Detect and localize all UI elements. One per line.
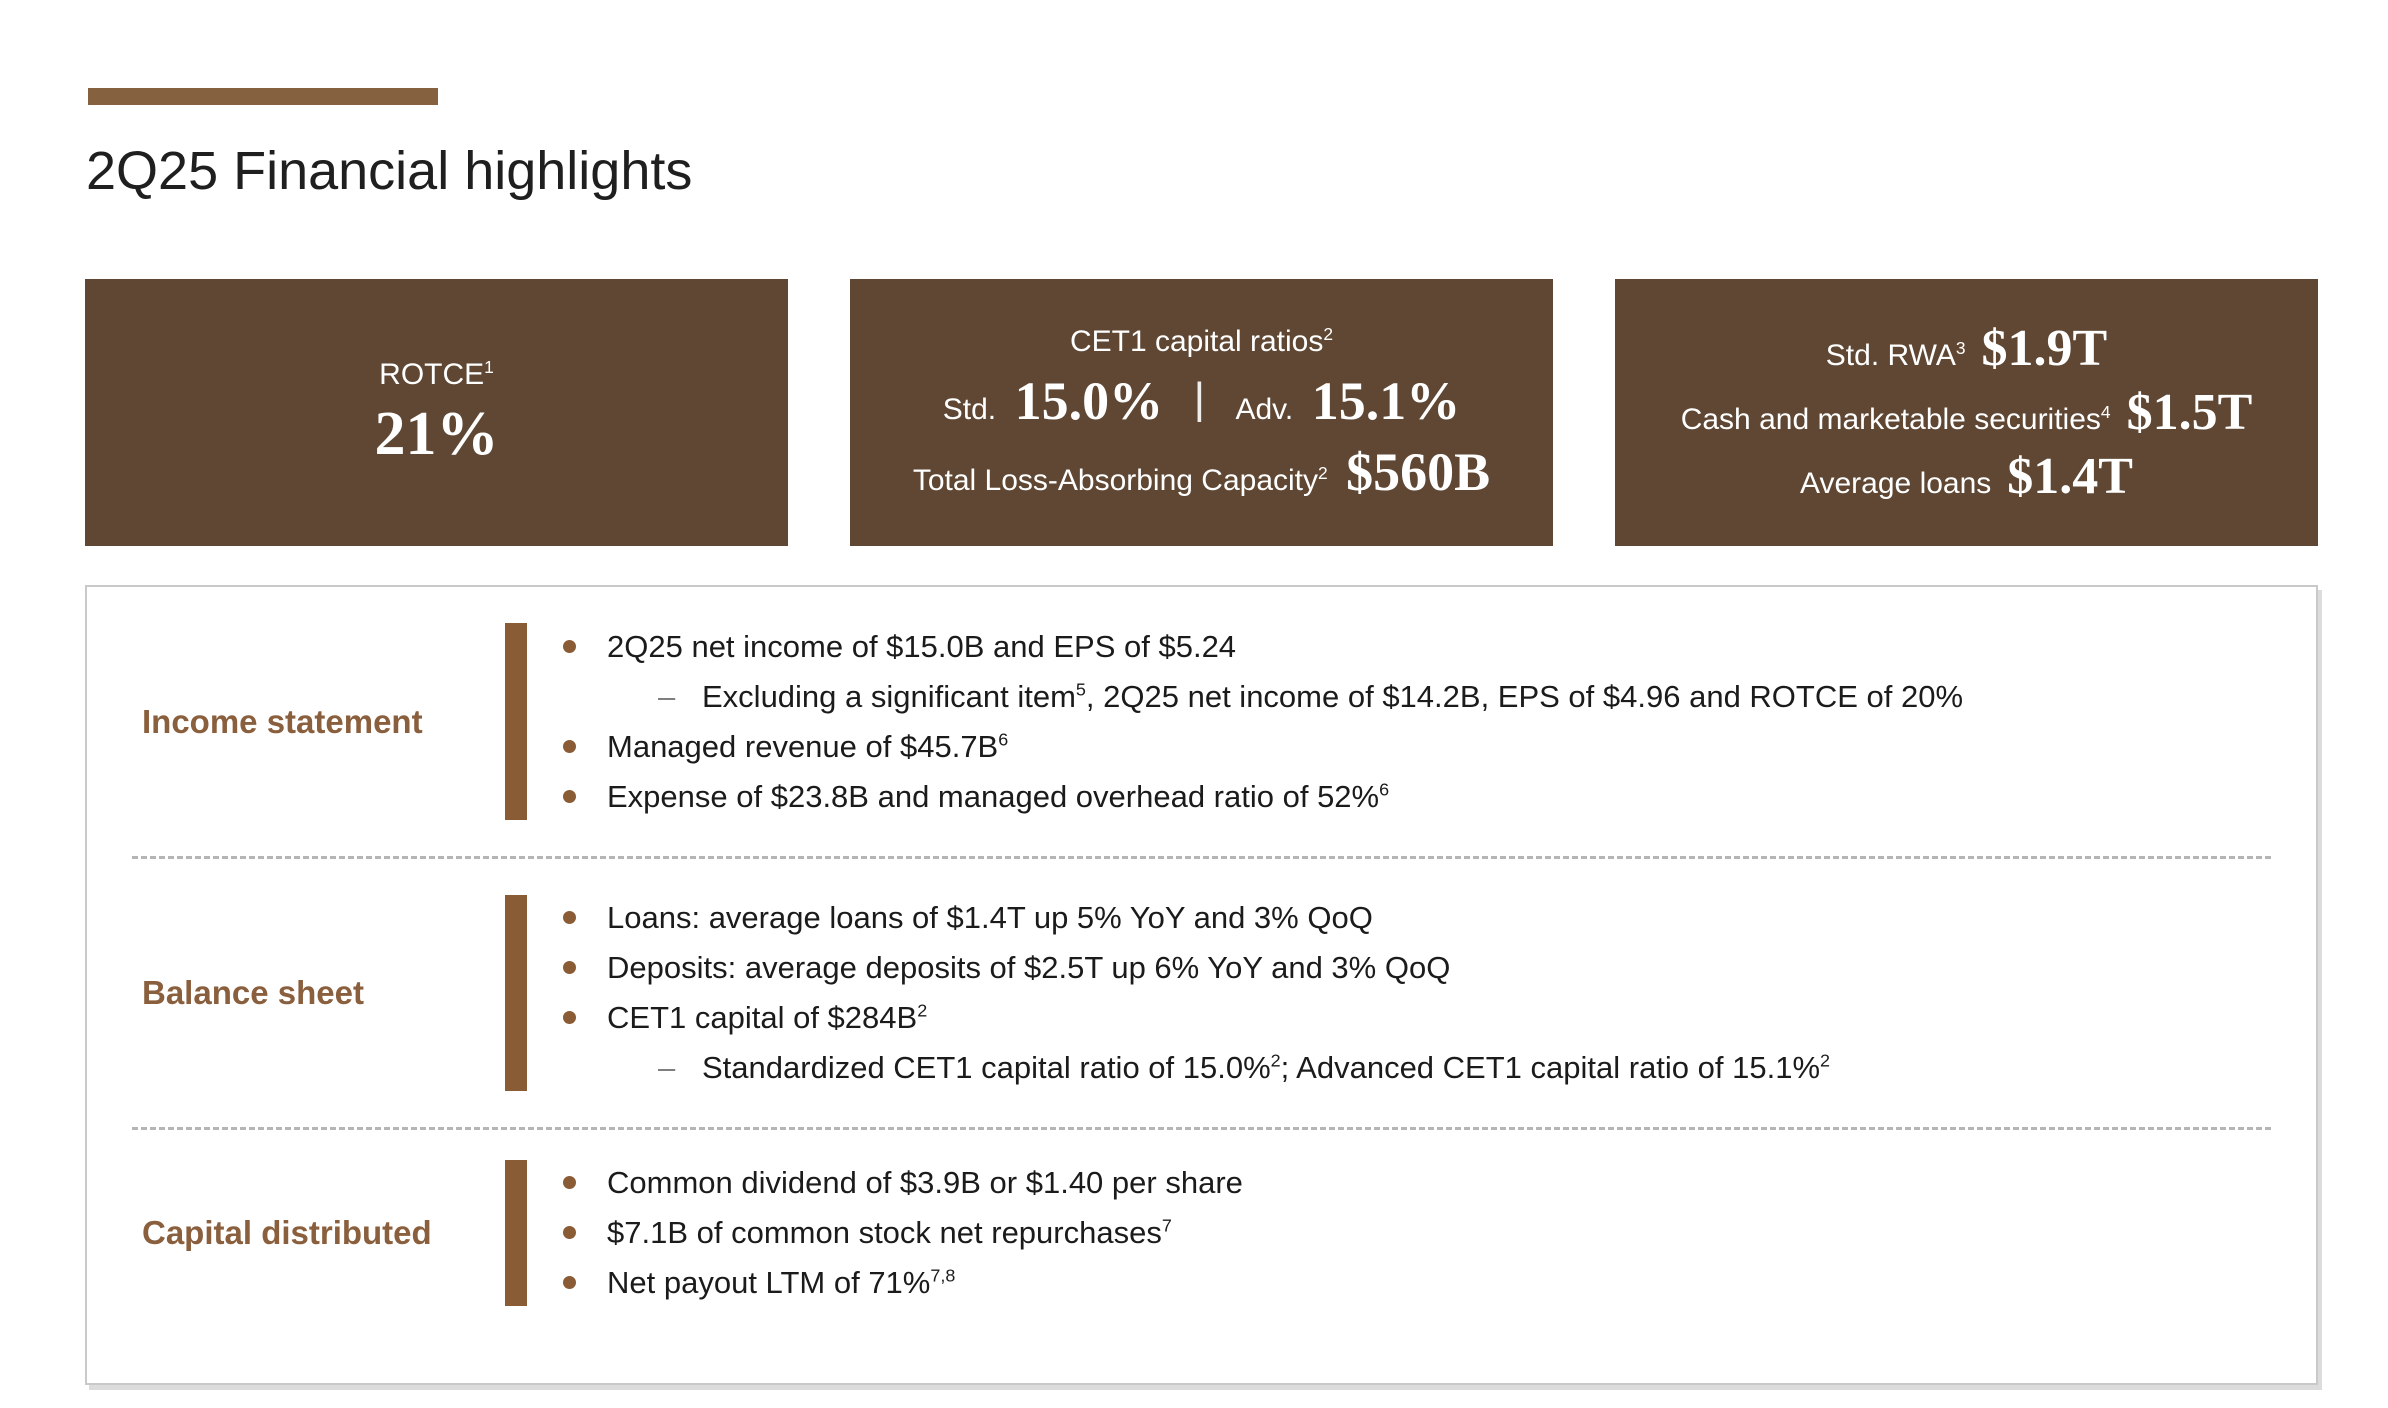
- bullet-text: Standardized CET1 capital ratio of 15.0%…: [702, 1050, 1831, 1086]
- bullet-item: Common dividend of $3.9B or $1.40 per sh…: [563, 1158, 2271, 1208]
- page-title: 2Q25 Financial highlights: [86, 141, 693, 201]
- bullet-item: Expense of $23.8B and managed overhead r…: [563, 772, 2271, 822]
- stat-value: $1.9T: [1981, 320, 2108, 378]
- section-heading-balance-sheet: Balance sheet: [142, 973, 364, 1011]
- dashed-divider: [132, 855, 2271, 859]
- tlac-label: Total Loss-Absorbing Capacity2: [912, 462, 1328, 497]
- stat-label: Cash and marketable securities4: [1680, 402, 2111, 437]
- section-accent-bar: [505, 623, 527, 820]
- stat-box-balance-metrics: Std. RWA3 $1.9T Cash and marketable securi…: [1615, 279, 2318, 547]
- bullet-list-balance-sheet: Loans: average loans of $1.4T up 5% YoY …: [527, 893, 2271, 1093]
- cet1-adv-label: Adv.: [1235, 393, 1294, 427]
- bullet-dot-icon: [563, 777, 607, 816]
- cet1-adv-value: 15.1%: [1311, 371, 1461, 432]
- rotce-value: 21%: [374, 400, 499, 469]
- bullet-item: CET1 capital of $284B2: [563, 993, 2271, 1043]
- bullet-dot-icon: [563, 740, 576, 754]
- section-heading-capital-distributed: Capital distributed: [142, 1213, 432, 1251]
- stat-line: Cash and marketable securities4 $1.5T: [1681, 383, 2253, 443]
- bullet-dot-icon: [563, 961, 576, 975]
- section-heading-income-statement: Income statement: [142, 702, 423, 740]
- bullet-text: 2Q25 net income of $15.0B and EPS of $5.…: [607, 628, 1237, 664]
- bullet-item: Managed revenue of $45.7B6: [563, 722, 2271, 772]
- vertical-separator: |: [1193, 374, 1205, 424]
- bullet-dot-icon: [563, 898, 607, 937]
- bullet-dot-icon: [563, 727, 607, 766]
- cet1-title: CET1 capital ratios2: [1069, 324, 1334, 359]
- dash-icon: –: [658, 679, 676, 714]
- bullet-dot-icon: [563, 1176, 576, 1190]
- dashed-divider: [132, 1126, 2271, 1130]
- bullet-item: Deposits: average deposits of $2.5T up 6…: [563, 943, 2271, 993]
- bullet-dot-icon: [563, 948, 607, 987]
- bullet-dot-icon: [563, 1226, 576, 1240]
- bullet-dot-icon: [563, 911, 576, 925]
- bullet-list-capital-distributed: Common dividend of $3.9B or $1.40 per sh…: [527, 1158, 2271, 1308]
- cet1-std-label: Std.: [942, 393, 997, 427]
- bullet-text: Deposits: average deposits of $2.5T up 6…: [607, 950, 1451, 986]
- tlac-value: $560B: [1346, 441, 1491, 502]
- highlights-panel: Income statement 2Q25 net income of $15.…: [85, 585, 2318, 1386]
- bullet-text: Loans: average loans of $1.4T up 5% YoY …: [607, 900, 1373, 936]
- bullet-item: $7.1B of common stock net repurchases7: [563, 1208, 2271, 1258]
- bullet-text: Excluding a significant item5, 2Q25 net …: [702, 679, 1964, 715]
- bullet-dot-icon: [563, 1263, 607, 1302]
- bullet-text: Net payout LTM of 71%7,8: [607, 1265, 956, 1301]
- stat-value: $1.4T: [2007, 447, 2133, 505]
- bullet-text: CET1 capital of $284B2: [607, 1000, 928, 1036]
- section-accent-bar: [505, 894, 527, 1091]
- stat-value: $1.5T: [2126, 384, 2253, 442]
- stat-line: Std. RWA3 $1.9T: [1826, 319, 2107, 379]
- dash-icon: –: [658, 1050, 676, 1086]
- bullet-item: Loans: average loans of $1.4T up 5% YoY …: [563, 893, 2271, 943]
- bullet-text: Managed revenue of $45.7B6: [607, 729, 1009, 765]
- stat-box-rotce: ROTCE1 21%: [85, 279, 788, 547]
- bullet-text: Common dividend of $3.9B or $1.40 per sh…: [607, 1165, 1243, 1201]
- bullet-dot-icon: [563, 998, 607, 1037]
- bullet-dot-icon: [563, 1011, 576, 1025]
- bullet-dot-icon: [563, 1276, 576, 1290]
- bullet-dot-icon: [563, 790, 576, 804]
- bullet-text: Expense of $23.8B and managed overhead r…: [607, 779, 1390, 815]
- rotce-label: ROTCE1: [379, 357, 494, 392]
- stat-label: Average loans: [1800, 466, 1992, 500]
- cet1-ratios-line: Std. 15.0% | Adv. 15.1%: [943, 373, 1460, 430]
- title-accent-bar: [88, 88, 438, 105]
- bullet-dot-icon: [563, 639, 576, 653]
- sub-bullet-item: – Standardized CET1 capital ratio of 15.0…: [563, 1043, 2271, 1093]
- bullet-dot-icon: [563, 1213, 607, 1252]
- tlac-line: Total Loss-Absorbing Capacity2 $560B: [913, 444, 1490, 501]
- section-income-statement: Income statement 2Q25 net income of $15.…: [132, 587, 2271, 855]
- bullet-item: Net payout LTM of 71%7,8: [563, 1258, 2271, 1308]
- section-balance-sheet: Balance sheet Loans: average loans of $1…: [132, 859, 2271, 1127]
- bullet-dot-icon: [563, 627, 607, 666]
- bullet-dot-icon: [563, 1163, 607, 1202]
- stat-boxes-row: ROTCE1 21% CET1 capital ratios2 Std. 15.…: [85, 279, 2318, 547]
- sub-bullet-item: – Excluding a significant item5, 2Q25 net…: [563, 672, 2271, 722]
- section-capital-distributed: Capital distributed Common dividend of $…: [132, 1130, 2271, 1336]
- bullet-text: $7.1B of common stock net repurchases7: [607, 1215, 1172, 1251]
- stat-box-cet1: CET1 capital ratios2 Std. 15.0% | Adv. 1…: [850, 279, 1553, 547]
- stat-line: Average loans $1.4T: [1800, 447, 2133, 507]
- section-accent-bar: [505, 1159, 527, 1306]
- bullet-item: 2Q25 net income of $15.0B and EPS of $5.…: [563, 621, 2271, 671]
- cet1-std-value: 15.0%: [1014, 371, 1164, 432]
- bullet-list-income-statement: 2Q25 net income of $15.0B and EPS of $5.…: [527, 621, 2271, 821]
- stat-label: Std. RWA3: [1825, 338, 1966, 373]
